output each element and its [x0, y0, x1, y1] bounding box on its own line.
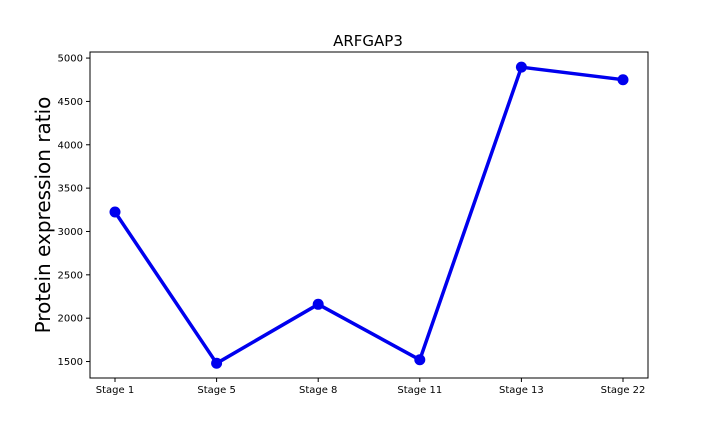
y-tick-label: 3500: [58, 184, 83, 195]
data-point: [211, 357, 223, 369]
axis-ticks: 1500 2000 2500 3000 3500 4000 4500 5000 Stage 1 S…: [58, 54, 646, 396]
y-tick-label: 4500: [58, 97, 83, 108]
x-tick-label: Stage 11: [397, 385, 442, 396]
data-point: [515, 61, 527, 73]
data-point: [312, 298, 324, 310]
chart-title: ARFGAP3: [333, 32, 403, 50]
data-point: [414, 354, 426, 366]
y-tick-label: 4000: [58, 140, 83, 151]
x-tick-label: Stage 22: [601, 385, 646, 396]
y-tick-label: 2500: [58, 270, 83, 281]
x-tick-label: Stage 5: [197, 385, 235, 396]
y-tick-label: 2000: [58, 314, 83, 325]
y-tick-label: 3000: [58, 227, 83, 238]
data-point: [617, 74, 629, 86]
data-point: [109, 206, 121, 218]
y-axis-label: Protein expression ratio: [31, 97, 55, 334]
plot-frame: [89, 51, 649, 379]
y-tick-label: 1500: [58, 357, 83, 368]
series-layer: [109, 61, 629, 369]
series-line: [113, 65, 624, 366]
y-tick-label: 5000: [58, 54, 83, 65]
x-tick-label: Stage 1: [96, 385, 134, 396]
x-tick-label: Stage 8: [299, 385, 337, 396]
x-tick-label: Stage 13: [499, 385, 544, 396]
